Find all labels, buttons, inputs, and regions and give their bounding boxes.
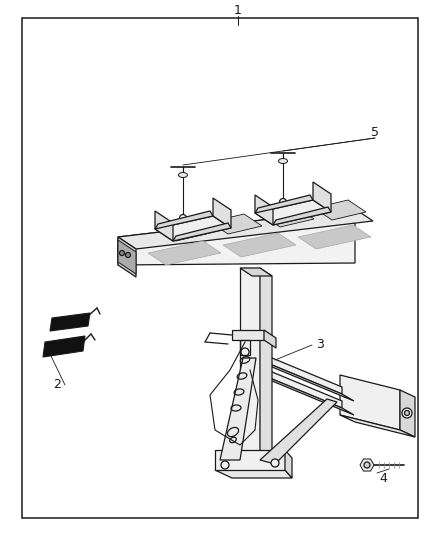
Polygon shape xyxy=(248,348,342,394)
Polygon shape xyxy=(340,415,415,437)
Polygon shape xyxy=(248,369,354,415)
Polygon shape xyxy=(255,195,273,225)
Polygon shape xyxy=(43,336,85,357)
Polygon shape xyxy=(118,240,136,274)
Circle shape xyxy=(180,214,187,222)
Polygon shape xyxy=(314,200,366,220)
Text: 2: 2 xyxy=(53,378,61,392)
Polygon shape xyxy=(118,209,373,249)
Circle shape xyxy=(402,408,412,418)
Circle shape xyxy=(221,461,229,469)
Polygon shape xyxy=(155,216,231,241)
Polygon shape xyxy=(223,233,296,257)
Text: 5: 5 xyxy=(371,125,379,139)
Polygon shape xyxy=(285,450,292,478)
Polygon shape xyxy=(155,211,213,229)
Polygon shape xyxy=(360,459,374,471)
Polygon shape xyxy=(255,195,313,213)
Text: 3: 3 xyxy=(316,338,324,351)
Polygon shape xyxy=(118,237,136,277)
Polygon shape xyxy=(232,330,264,340)
Polygon shape xyxy=(248,362,342,408)
Polygon shape xyxy=(260,268,272,463)
Circle shape xyxy=(364,462,370,468)
Polygon shape xyxy=(240,268,272,276)
Text: 4: 4 xyxy=(379,472,387,484)
Polygon shape xyxy=(173,223,231,241)
Polygon shape xyxy=(313,182,331,212)
Circle shape xyxy=(279,198,286,206)
Polygon shape xyxy=(215,450,285,470)
Polygon shape xyxy=(298,225,371,249)
Circle shape xyxy=(405,410,410,416)
Text: 1: 1 xyxy=(234,4,242,17)
Polygon shape xyxy=(220,358,256,460)
Polygon shape xyxy=(340,375,400,430)
Polygon shape xyxy=(273,207,331,225)
Polygon shape xyxy=(400,390,415,437)
Circle shape xyxy=(271,459,279,467)
Polygon shape xyxy=(210,214,262,234)
Circle shape xyxy=(120,251,124,255)
Polygon shape xyxy=(260,399,337,464)
Polygon shape xyxy=(50,313,90,331)
Polygon shape xyxy=(262,207,314,227)
Ellipse shape xyxy=(279,158,287,164)
Circle shape xyxy=(126,253,131,257)
Polygon shape xyxy=(264,330,276,348)
Polygon shape xyxy=(148,241,221,265)
Polygon shape xyxy=(118,209,355,265)
Polygon shape xyxy=(215,470,292,478)
Polygon shape xyxy=(213,198,231,228)
Polygon shape xyxy=(240,268,260,455)
Polygon shape xyxy=(155,211,173,241)
Ellipse shape xyxy=(179,173,187,177)
Polygon shape xyxy=(248,355,354,401)
Polygon shape xyxy=(158,221,210,241)
Polygon shape xyxy=(255,200,331,225)
